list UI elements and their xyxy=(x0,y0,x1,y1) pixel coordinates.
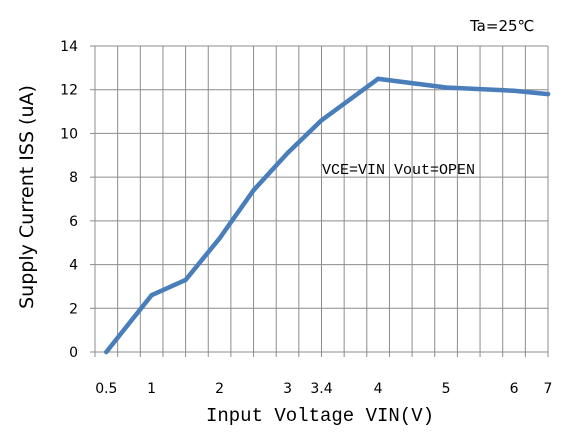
test-condition-annotation: VCE=VIN Vout=OPEN xyxy=(322,162,475,179)
x-tick-label: 0.5 xyxy=(95,381,117,397)
data-point xyxy=(183,277,188,283)
y-axis-label: Supply Current ISS (uA) xyxy=(16,85,38,309)
y-tick-label: 6 xyxy=(69,214,78,230)
vertical-gridlines xyxy=(117,46,526,352)
y-tick-labels: 0 2 4 6 8 10 12 14 xyxy=(60,39,78,361)
data-point xyxy=(217,236,222,241)
x-tick-label: 4 xyxy=(374,381,383,397)
x-tick-label: 5 xyxy=(442,381,451,397)
x-tick-labels: 0.5 1 2 3 3.4 4 5 6 7 xyxy=(95,381,552,397)
x-tick-label: 2 xyxy=(215,381,224,397)
x-tick-label: 1 xyxy=(147,381,156,397)
data-point xyxy=(251,188,256,193)
data-point xyxy=(443,85,449,90)
data-point xyxy=(375,76,381,81)
x-tick-label: 3.4 xyxy=(310,381,332,397)
y-tick-label: 2 xyxy=(69,301,78,317)
data-point xyxy=(285,150,290,156)
y-tick-label: 10 xyxy=(60,126,78,142)
axes xyxy=(90,45,549,357)
temperature-condition-label: Ta=25℃ xyxy=(469,17,534,35)
series-line xyxy=(104,76,551,355)
y-tick-label: 12 xyxy=(60,83,78,99)
data-point xyxy=(545,91,551,97)
y-tick-label: 4 xyxy=(69,258,78,274)
y-tick-label: 0 xyxy=(69,345,78,361)
x-tick-label: 7 xyxy=(544,381,553,397)
y-tick-label: 14 xyxy=(60,39,78,55)
x-tick-label: 3 xyxy=(283,381,292,397)
data-point xyxy=(149,292,154,298)
data-point xyxy=(511,88,517,94)
x-tick-label: 6 xyxy=(510,381,519,397)
x-axis-label: Input Voltage VIN(V) xyxy=(206,405,434,427)
data-point xyxy=(104,349,109,355)
series-layer xyxy=(104,76,551,355)
data-point xyxy=(319,118,324,123)
y-tick-label: 8 xyxy=(69,170,78,186)
